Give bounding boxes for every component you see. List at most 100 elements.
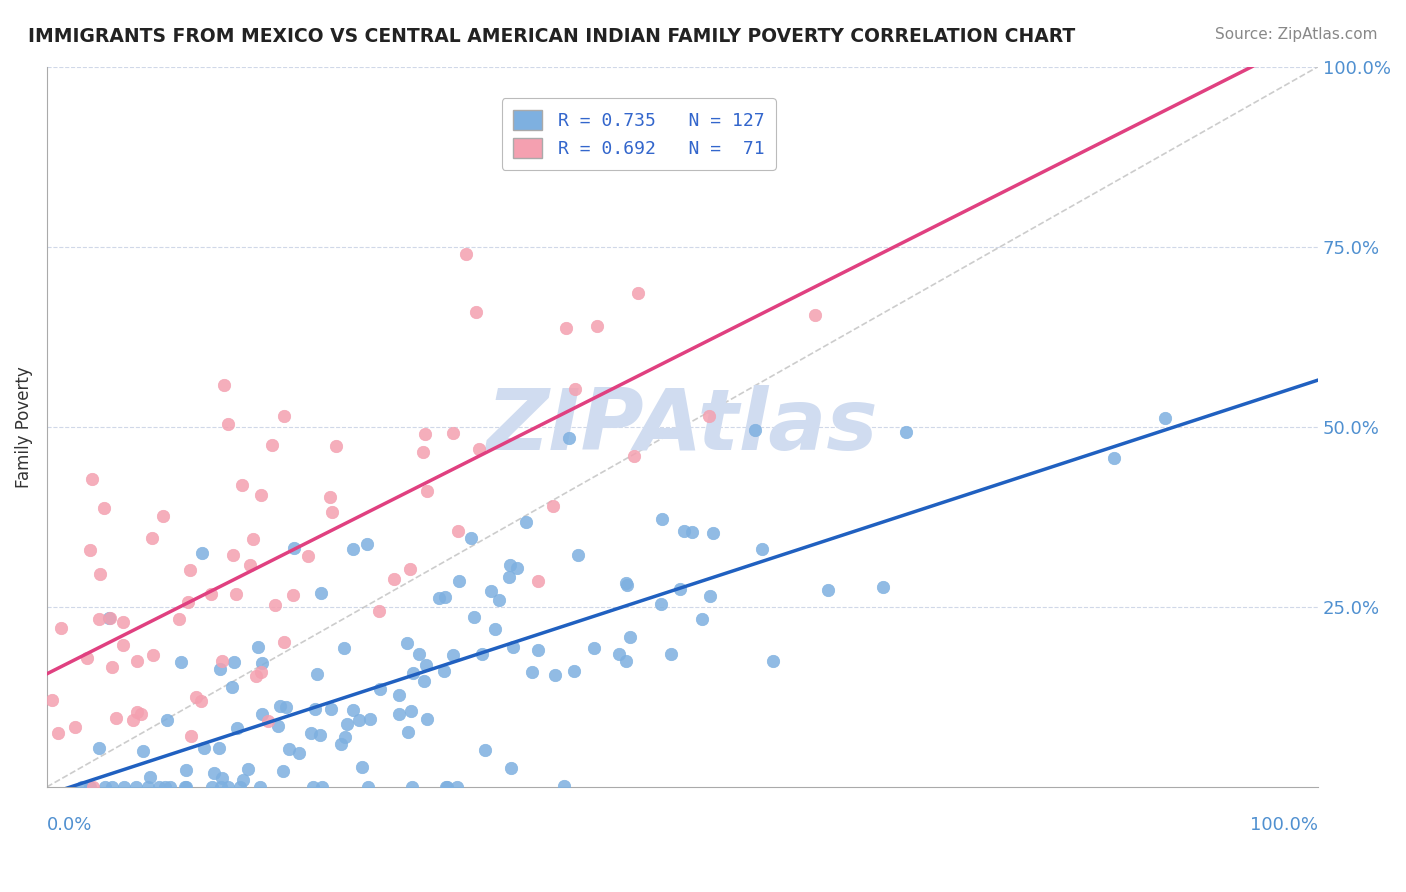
- Point: [211, 654, 233, 668]
- Point: [179, 563, 201, 577]
- Point: [434, 591, 457, 605]
- Point: [269, 699, 291, 714]
- Point: [333, 640, 356, 655]
- Point: [193, 740, 215, 755]
- Point: [416, 712, 439, 726]
- Point: [342, 541, 364, 556]
- Point: [356, 780, 378, 794]
- Point: [544, 668, 567, 682]
- Point: [142, 648, 165, 663]
- Point: [79, 780, 101, 794]
- Point: [501, 761, 523, 775]
- Point: [527, 643, 550, 657]
- Point: [225, 587, 247, 601]
- Point: [94, 780, 117, 794]
- Point: [70, 780, 93, 794]
- Point: [804, 308, 827, 322]
- Point: [702, 525, 724, 540]
- Point: [623, 450, 645, 464]
- Point: [283, 541, 305, 555]
- Point: [1102, 451, 1125, 466]
- Point: [697, 409, 720, 423]
- Point: [564, 382, 586, 396]
- Point: [616, 578, 638, 592]
- Point: [89, 566, 111, 581]
- Point: [277, 742, 299, 756]
- Point: [333, 730, 356, 744]
- Point: [301, 780, 323, 794]
- Point: [309, 728, 332, 742]
- Point: [208, 741, 231, 756]
- Point: [336, 717, 359, 731]
- Point: [148, 780, 170, 794]
- Point: [209, 780, 232, 794]
- Point: [305, 667, 328, 681]
- Point: [141, 531, 163, 545]
- Point: [112, 780, 135, 794]
- Point: [180, 729, 202, 743]
- Point: [264, 598, 287, 612]
- Point: [309, 585, 332, 599]
- Point: [224, 655, 246, 669]
- Point: [441, 426, 464, 441]
- Point: [287, 747, 309, 761]
- Point: [498, 558, 520, 572]
- Point: [200, 587, 222, 601]
- Point: [266, 719, 288, 733]
- Point: [170, 656, 193, 670]
- Point: [262, 438, 284, 452]
- Point: [607, 647, 630, 661]
- Point: [627, 285, 650, 300]
- Point: [471, 647, 494, 661]
- Point: [82, 780, 104, 794]
- Point: [98, 611, 121, 625]
- Point: [127, 705, 149, 719]
- Point: [427, 591, 450, 605]
- Point: [614, 575, 637, 590]
- Point: [79, 542, 101, 557]
- Point: [433, 664, 456, 678]
- Point: [129, 706, 152, 721]
- Point: [169, 612, 191, 626]
- Text: 0.0%: 0.0%: [46, 816, 93, 834]
- Point: [447, 524, 470, 539]
- Point: [217, 780, 239, 794]
- Point: [479, 583, 502, 598]
- Point: [368, 682, 391, 697]
- Point: [152, 508, 174, 523]
- Point: [436, 780, 458, 794]
- Legend: R = 0.735   N = 127, R = 0.692   N =  71: R = 0.735 N = 127, R = 0.692 N = 71: [502, 98, 776, 170]
- Point: [356, 537, 378, 551]
- Point: [463, 610, 485, 624]
- Point: [250, 656, 273, 670]
- Point: [412, 444, 434, 458]
- Point: [153, 780, 176, 794]
- Point: [191, 546, 214, 560]
- Point: [319, 701, 342, 715]
- Point: [619, 630, 641, 644]
- Point: [65, 720, 87, 734]
- Point: [325, 439, 347, 453]
- Point: [304, 702, 326, 716]
- Text: 100.0%: 100.0%: [1250, 816, 1319, 834]
- Point: [896, 425, 918, 439]
- Point: [368, 604, 391, 618]
- Point: [41, 692, 63, 706]
- Point: [468, 442, 491, 457]
- Point: [87, 612, 110, 626]
- Point: [136, 780, 159, 794]
- Point: [434, 780, 457, 794]
- Point: [388, 688, 411, 702]
- Point: [217, 417, 239, 431]
- Point: [395, 636, 418, 650]
- Point: [174, 780, 197, 794]
- Point: [399, 704, 422, 718]
- Point: [416, 484, 439, 499]
- Point: [441, 648, 464, 663]
- Point: [232, 773, 254, 788]
- Point: [48, 725, 70, 739]
- Point: [446, 780, 468, 794]
- Point: [276, 700, 298, 714]
- Point: [311, 780, 333, 794]
- Point: [190, 693, 212, 707]
